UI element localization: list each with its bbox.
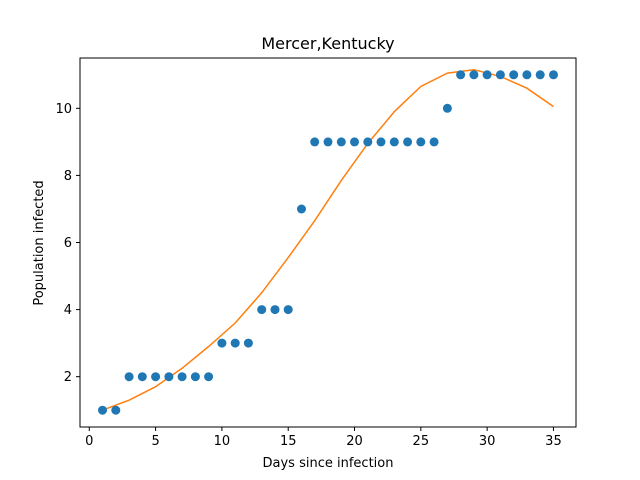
y-tick-label: 2: [64, 370, 72, 385]
data-point: [98, 405, 107, 415]
x-tick-label: 0: [85, 434, 93, 449]
y-tick-label: 8: [64, 169, 72, 184]
data-point: [376, 137, 386, 147]
data-point: [177, 372, 187, 382]
y-tick-label: 10: [55, 102, 72, 117]
data-point: [283, 305, 293, 315]
data-point: [124, 372, 134, 382]
data-point: [363, 137, 373, 147]
data-point: [190, 372, 200, 382]
plot-frame: [79, 57, 577, 428]
data-point: [535, 70, 545, 80]
data-point: [442, 103, 452, 113]
x-tick-label: 5: [151, 434, 159, 449]
data-point: [549, 70, 558, 80]
x-tick-label: 20: [346, 434, 363, 449]
data-point: [270, 305, 280, 315]
data-point: [350, 137, 359, 147]
y-axis-label: Population infected: [32, 180, 47, 305]
data-point: [230, 338, 240, 348]
data-point: [204, 372, 214, 382]
y-tick-label: 6: [64, 236, 72, 251]
fit-curve-line: [102, 68, 554, 411]
data-point: [217, 338, 227, 348]
data-point: [416, 137, 426, 147]
x-tick-label: 10: [214, 434, 231, 449]
data-point: [323, 137, 333, 147]
x-tick-label: 35: [545, 434, 562, 449]
data-point: [297, 204, 306, 214]
chart-title: Mercer,Kentucky: [261, 34, 394, 53]
axes: 0 5 10 15 20 25 30 35 2 4 6 8 10: [55, 57, 577, 449]
data-point: [469, 70, 479, 80]
data-point: [310, 137, 320, 147]
x-tick-label: 25: [413, 434, 430, 449]
data-point: [509, 70, 519, 80]
x-tick-label: 15: [280, 434, 297, 449]
data-point: [482, 70, 492, 80]
data-point: [257, 305, 267, 315]
data-point: [403, 137, 413, 147]
data-point: [336, 137, 346, 147]
data-point: [137, 372, 147, 382]
plot-area: [98, 68, 558, 415]
data-point: [522, 70, 532, 80]
data-point: [495, 70, 505, 80]
data-point: [151, 372, 161, 382]
y-tick-label: 4: [64, 303, 72, 318]
data-point: [111, 405, 121, 415]
x-axis-label: Days since infection: [263, 456, 394, 471]
x-tick-label: 30: [479, 434, 496, 449]
data-point: [456, 70, 466, 80]
data-point: [164, 372, 174, 382]
data-point: [389, 137, 399, 147]
data-point: [243, 338, 253, 348]
data-point: [429, 137, 439, 147]
